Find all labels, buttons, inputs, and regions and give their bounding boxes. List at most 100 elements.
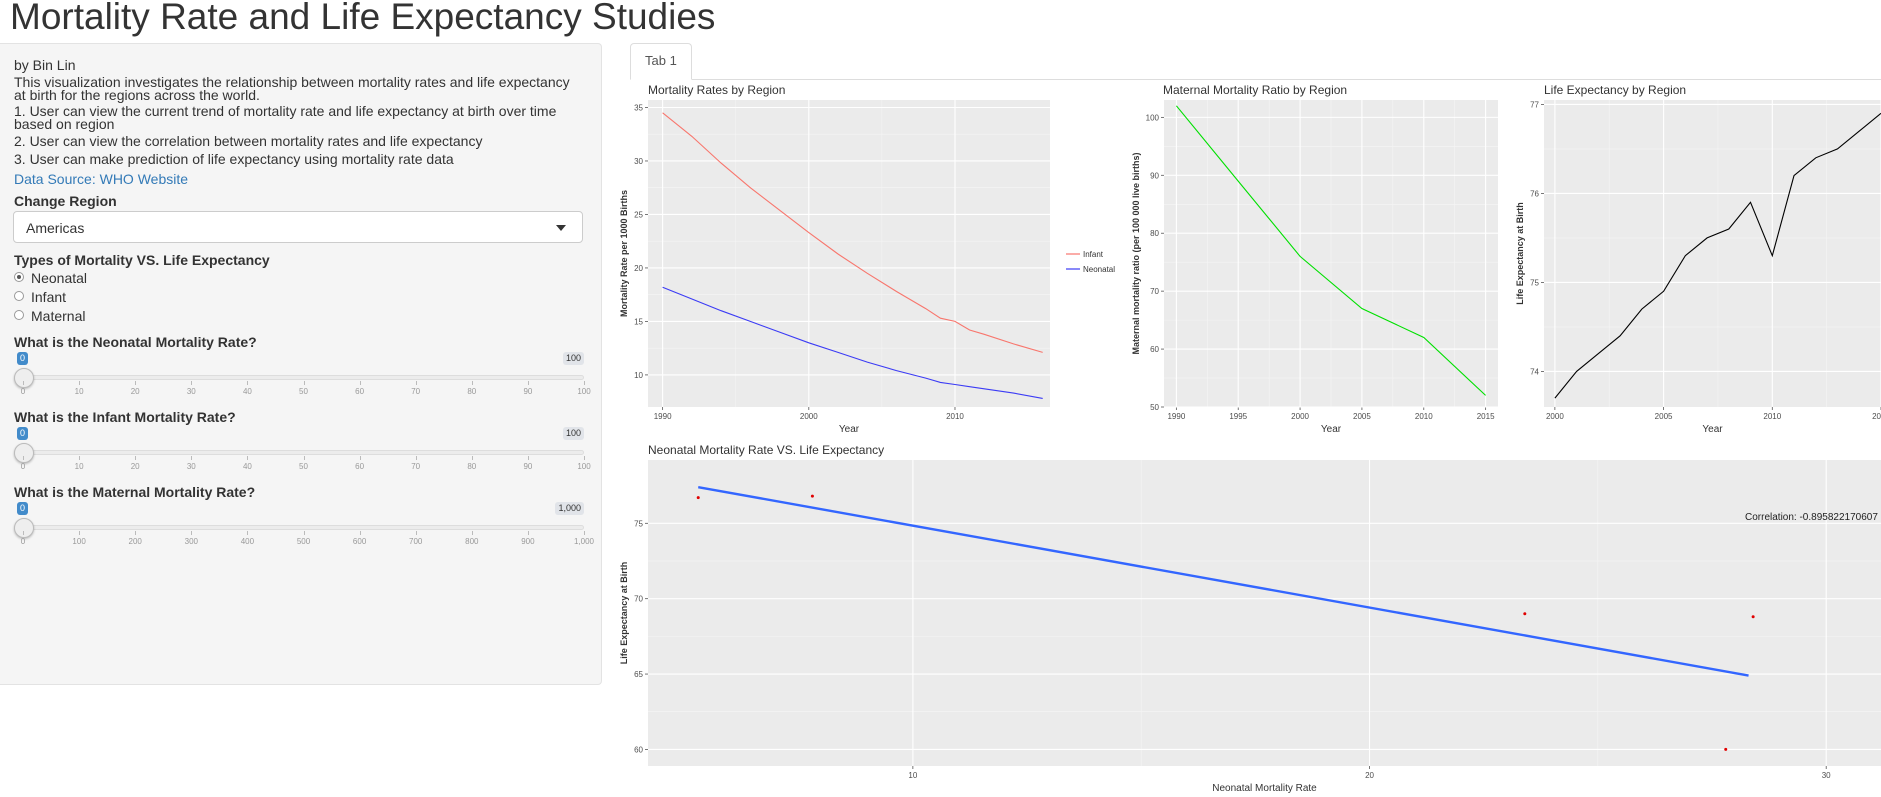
slider-tick-label: 900 <box>521 537 534 546</box>
slider-value-badge: 0 <box>17 427 28 440</box>
mortality-chart-title: Mortality Rates by Region <box>648 83 785 97</box>
maternal-rate-slider[interactable]: 0 1,000 0 100 200 300 400 500 600 700 800 900 1,00… <box>14 502 584 558</box>
x-tick-label: 2010 <box>1415 412 1433 421</box>
slider-tick <box>23 381 24 385</box>
x-tick-label: 2010 <box>1763 412 1781 421</box>
life-chart-title: Life Expectancy by Region <box>1544 83 1686 97</box>
slider-tick-label: 700 <box>409 537 422 546</box>
types-label: Types of Mortality VS. Life Expectancy <box>14 252 270 268</box>
y-tick-label: 100 <box>1146 113 1160 122</box>
data-point <box>1523 612 1526 615</box>
legend-label: Neonatal <box>1083 265 1115 274</box>
description-text: This visualization investigates the rela… <box>14 76 584 102</box>
slider-tick <box>528 456 529 460</box>
plot-panel <box>648 460 1881 766</box>
x-tick-label: 2015 <box>1477 412 1495 421</box>
slider-tick-label: 1,000 <box>574 537 594 546</box>
data-point <box>1752 615 1755 618</box>
y-tick-label: 35 <box>634 103 643 112</box>
slider-track[interactable] <box>23 525 584 530</box>
maternal-mortality-chart: 1990 1995 2000 2005 2010 2015 50 60 70 80 90 100 Yea… <box>1128 98 1506 442</box>
slider-tick <box>360 381 361 385</box>
x-tick-label: 2000 <box>1291 412 1309 421</box>
y-tick-label: 30 <box>634 157 643 166</box>
x-tick-label: 2005 <box>1655 412 1673 421</box>
y-tick-label: 25 <box>634 210 643 219</box>
point-3-text: 3. User can make prediction of life expe… <box>14 152 454 166</box>
slider-tick <box>247 381 248 385</box>
infant-rate-slider[interactable]: 0 100 0 10 20 30 40 50 60 70 80 90 100 <box>14 427 584 483</box>
slider-tick <box>79 456 80 460</box>
slider-tick <box>191 381 192 385</box>
tab-bar: Tab 1 <box>630 43 1881 80</box>
data-source-link[interactable]: Data Source: WHO Website <box>14 171 188 187</box>
slider-tick-label: 10 <box>75 387 84 396</box>
tab-1[interactable]: Tab 1 <box>630 43 692 80</box>
slider-tick <box>416 381 417 385</box>
slider-tick-label: 400 <box>241 537 254 546</box>
y-axis-label: Life Expectancy at Birth <box>1515 202 1525 305</box>
y-tick-label: 75 <box>1530 278 1539 287</box>
region-select-value: Americas <box>26 220 84 236</box>
slider-tick-label: 100 <box>577 387 590 396</box>
slider-tick-label: 800 <box>465 537 478 546</box>
region-select[interactable]: Americas <box>13 211 583 243</box>
y-tick-label: 90 <box>1150 171 1159 180</box>
slider-tick-label: 100 <box>72 537 85 546</box>
slider-tick <box>304 381 305 385</box>
x-tick-label: 2010 <box>946 412 964 421</box>
slider-tick-label: 20 <box>131 387 140 396</box>
slider-tick-label: 20 <box>131 462 140 471</box>
y-tick-label: 76 <box>1530 189 1539 198</box>
slider-track[interactable] <box>23 375 584 380</box>
slider-ticks: 0 10 20 30 40 50 60 70 80 90 100 <box>23 456 584 476</box>
x-tick-label: 20 <box>1365 771 1374 780</box>
y-tick-label: 60 <box>634 745 643 754</box>
slider-tick-label: 80 <box>467 387 476 396</box>
legend-label: Infant <box>1083 250 1104 259</box>
slider-tick <box>247 531 248 535</box>
slider-tick-label: 80 <box>467 462 476 471</box>
slider-tick-label: 300 <box>185 537 198 546</box>
data-point <box>697 496 700 499</box>
slider-ticks: 0 10 20 30 40 50 60 70 80 90 100 <box>23 381 584 401</box>
slider-tick <box>360 531 361 535</box>
correlation-annotation: Correlation: -0.895822170607 <box>1745 512 1878 523</box>
y-axis-label: Maternal mortality ratio (per 100 000 li… <box>1131 152 1141 354</box>
plot-panel <box>648 100 1050 407</box>
y-tick-label: 15 <box>634 317 643 326</box>
slider-tick <box>135 381 136 385</box>
neonatal-slider-label: What is the Neonatal Mortality Rate? <box>14 334 257 350</box>
y-tick-label: 77 <box>1530 100 1539 109</box>
slider-tick-label: 90 <box>523 387 532 396</box>
slider-tick <box>247 456 248 460</box>
plot-panel <box>1544 100 1881 407</box>
slider-tick <box>472 456 473 460</box>
x-axis-label: Year <box>1321 424 1342 435</box>
radio-neonatal-label: Neonatal <box>31 270 87 286</box>
slider-tick <box>79 381 80 385</box>
slider-tick-label: 50 <box>299 462 308 471</box>
y-tick-label: 70 <box>634 595 643 604</box>
radio-unchecked-icon[interactable] <box>14 291 24 301</box>
y-axis-label: Life Expectancy at Birth <box>619 562 629 665</box>
slider-tick <box>584 381 585 385</box>
x-tick-label: 2000 <box>1546 412 1564 421</box>
radio-unchecked-icon[interactable] <box>14 310 24 320</box>
region-label: Change Region <box>14 193 117 209</box>
slider-tick-label: 50 <box>299 387 308 396</box>
slider-track[interactable] <box>23 450 584 455</box>
slider-tick-label: 60 <box>355 462 364 471</box>
slider-tick <box>416 456 417 460</box>
slider-tick-label: 40 <box>243 462 252 471</box>
y-tick-label: 74 <box>1530 367 1539 376</box>
radio-checked-icon[interactable] <box>14 272 24 282</box>
app-title: Mortality Rate and Life Expectancy Studi… <box>10 0 715 38</box>
sidebar-panel: by Bin Lin This visualization investigat… <box>0 43 602 685</box>
life-expectancy-chart: 200020052010201574757677YearLife Expecta… <box>1514 98 1881 442</box>
x-tick-label: 2015 <box>1872 412 1881 421</box>
x-tick-label: 2000 <box>800 412 818 421</box>
neonatal-rate-slider[interactable]: 0 100 0 10 20 30 40 50 60 70 80 90 100 <box>14 352 584 408</box>
slider-tick <box>584 456 585 460</box>
